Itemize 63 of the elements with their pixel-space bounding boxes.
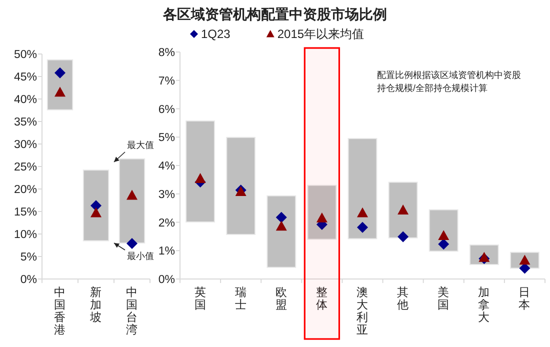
- y-tick-label: 7%: [158, 75, 175, 88]
- y-tick-label: 50%: [14, 49, 37, 61]
- y-tick-label: 0%: [158, 274, 175, 286]
- y-tick-label: 45%: [14, 72, 37, 84]
- y-tick-label: 25%: [14, 162, 37, 174]
- point: [54, 67, 66, 78]
- y-tick-label: 35%: [14, 116, 37, 128]
- bar: [226, 136, 256, 235]
- x-tick-label: 英国: [194, 286, 206, 312]
- bar: [186, 120, 215, 222]
- point: [90, 207, 102, 218]
- point: [90, 200, 102, 212]
- x-tick-label: 其他: [397, 286, 410, 312]
- point: [357, 207, 368, 218]
- annotation: 配置比例根据该区域资管机构中资股持仓规模/全部持仓规模计算: [377, 70, 521, 93]
- point: [276, 212, 287, 223]
- point: [398, 231, 409, 242]
- y-tick-label: 5%: [158, 132, 175, 144]
- x-tick-label: 中国香港: [54, 286, 66, 336]
- bar: [428, 209, 458, 252]
- x-tick-label: 瑞士: [234, 286, 247, 312]
- y-tick-label: 10%: [14, 229, 37, 241]
- annotation: 最小值: [127, 251, 154, 261]
- x-tick-label: 整体: [316, 286, 328, 312]
- x-tick-label: 美国: [438, 285, 450, 312]
- x-tick-label: 澳大利亚: [356, 286, 368, 336]
- legend-label: 1Q23: [201, 27, 231, 41]
- y-tick-label: 1%: [158, 246, 175, 258]
- x-tick-label: 加拿大: [478, 286, 490, 324]
- y-tick-label: 40%: [14, 94, 37, 106]
- bar: [266, 195, 296, 268]
- point: [438, 238, 450, 250]
- y-tick-label: 8%: [158, 47, 175, 59]
- point: [357, 222, 368, 233]
- x-tick-label: 新加坡: [89, 285, 102, 324]
- point: [316, 212, 328, 222]
- y-tick-label: 15%: [14, 206, 37, 218]
- point: [276, 220, 287, 231]
- point: [54, 86, 66, 97]
- point: [126, 238, 138, 249]
- bar: [348, 138, 378, 240]
- y-tick-label: 20%: [14, 184, 37, 196]
- x-tick-label: 中国台湾: [126, 286, 138, 336]
- y-tick-label: 3%: [158, 188, 175, 201]
- legend-label: 2015年以来均值: [277, 27, 364, 41]
- point: [126, 190, 138, 200]
- y-tick-label: 4%: [158, 160, 175, 172]
- point: [398, 204, 409, 214]
- bar: [118, 158, 146, 244]
- bar: [388, 182, 418, 238]
- y-tick-label: 0%: [20, 274, 37, 286]
- bar: [82, 170, 110, 242]
- bar: [307, 184, 337, 240]
- chart-title: 各区域资管机构配置中资股市场比例: [162, 6, 387, 22]
- y-tick-label: 6%: [158, 104, 175, 116]
- x-tick-label: 欧盟: [275, 286, 288, 312]
- x-tick-label: 日本: [518, 286, 531, 312]
- annotation: 最大值: [127, 140, 154, 150]
- bar: [46, 59, 74, 110]
- point: [194, 173, 206, 183]
- y-tick-label: 5%: [20, 252, 37, 264]
- y-tick-label: 30%: [14, 139, 37, 151]
- y-tick-label: 2%: [158, 217, 175, 230]
